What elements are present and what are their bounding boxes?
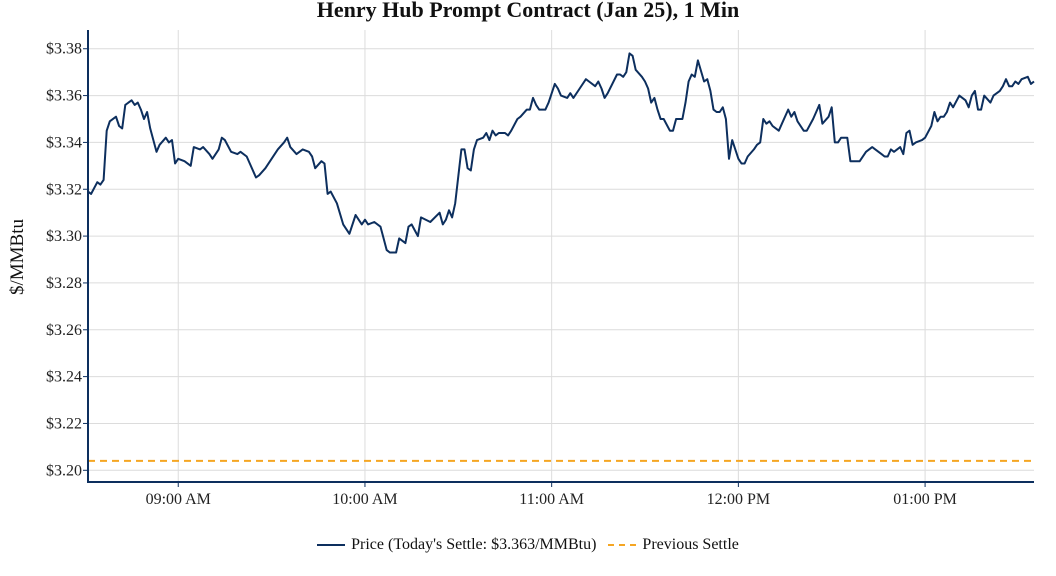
x-tick-label: 01:00 PM xyxy=(893,491,957,508)
legend-item-previous-settle[interactable]: Previous Settle xyxy=(608,536,739,554)
legend-item-price[interactable]: Price (Today's Settle: $3.363/MMBtu) xyxy=(317,536,596,554)
legend-swatch-price xyxy=(317,544,346,546)
y-tick-label: $3.24 xyxy=(46,369,82,386)
legend-label-previous-settle: Previous Settle xyxy=(642,536,739,553)
x-tick-label: 09:00 AM xyxy=(146,491,211,508)
legend: Price (Today's Settle: $3.363/MMBtu) Pre… xyxy=(0,536,1056,554)
y-tick-label: $3.26 xyxy=(46,322,82,339)
y-tick-label: $3.28 xyxy=(46,275,82,292)
y-tick-label: $3.20 xyxy=(46,462,82,479)
price-line xyxy=(87,52,1035,254)
y-tick-label: $3.38 xyxy=(46,41,82,58)
tick-labels: $3.20 $3.22 $3.24 $3.26 $3.28 $3.30 $3.32 $3.34… xyxy=(46,41,957,508)
series-marks xyxy=(87,52,1035,462)
chart-title: Henry Hub Prompt Contract (Jan 25), 1 Mi… xyxy=(316,0,740,22)
gridlines xyxy=(88,30,1034,482)
legend-swatch-previous-settle xyxy=(608,544,637,546)
axes xyxy=(83,30,1034,487)
y-tick-label: $3.34 xyxy=(46,134,82,151)
x-tick-label: 11:00 AM xyxy=(519,491,584,508)
x-tick-label: 10:00 AM xyxy=(332,491,397,508)
y-tick-label: $3.32 xyxy=(46,181,82,198)
x-tick-label: 12:00 PM xyxy=(707,491,771,508)
y-tick-label: $3.22 xyxy=(46,415,82,432)
legend-label-price: Price (Today's Settle: $3.363/MMBtu) xyxy=(351,536,597,553)
y-tick-label: $3.36 xyxy=(46,88,82,105)
y-tick-label: $3.30 xyxy=(46,228,82,245)
